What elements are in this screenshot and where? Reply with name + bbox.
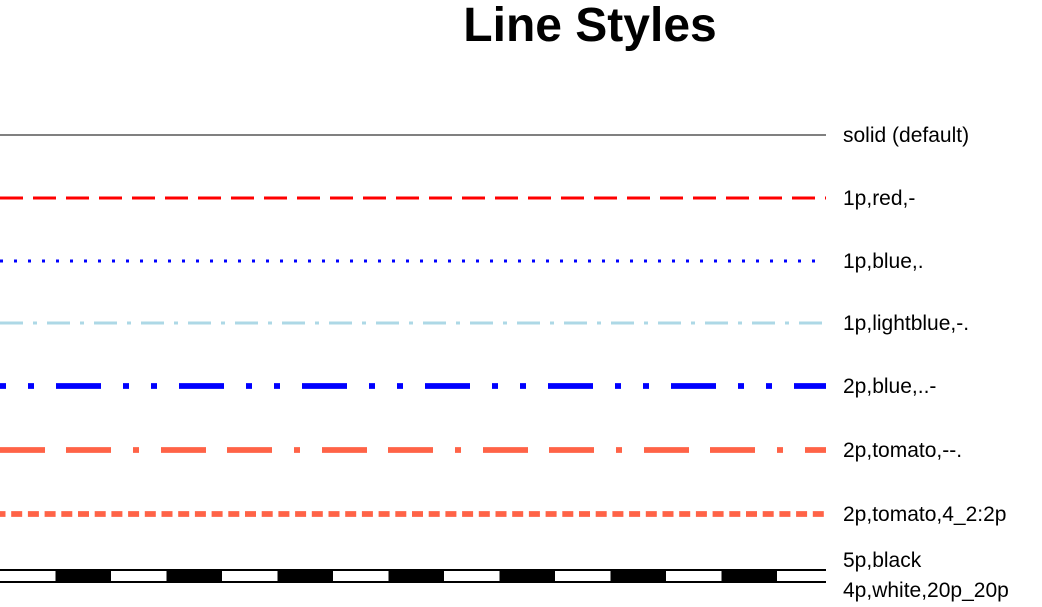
diagram-title: Line Styles (463, 0, 717, 52)
label-solid: solid (default) (843, 124, 970, 147)
label-red-dashed: 1p,red,- (843, 187, 916, 210)
label-tomato-dashdashdot: 2p,tomato,--. (843, 439, 963, 462)
label-white-dashed: 4p,white,20p_20p (843, 579, 1009, 602)
label-blue-dotdotdash: 2p,blue,..- (843, 375, 937, 398)
label-lightblue-dashdot: 1p,lightblue,-. (843, 312, 970, 335)
label-black-thick: 5p,black (843, 549, 922, 572)
label-tomato-custom: 2p,tomato,4_2:2p (843, 503, 1007, 526)
label-blue-dotted: 1p,blue,. (843, 250, 924, 273)
